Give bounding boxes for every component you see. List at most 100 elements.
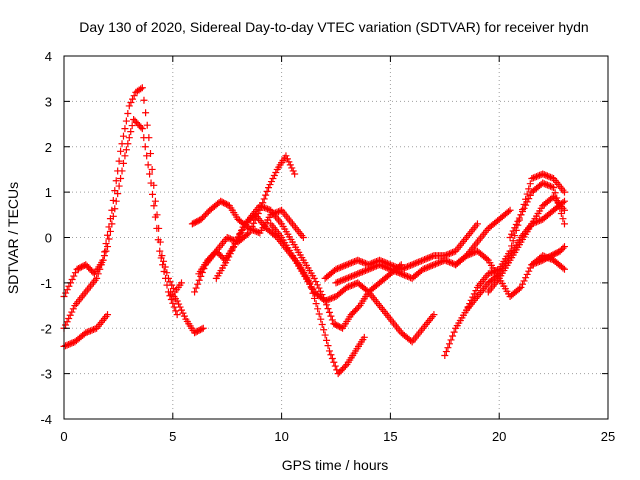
data-point [112, 197, 120, 205]
x-tick-label: 0 [60, 429, 67, 444]
data-point [346, 273, 354, 281]
data-point [525, 195, 533, 203]
data-point [226, 250, 234, 258]
data-point [270, 171, 278, 179]
data-point [528, 261, 536, 269]
data-point [523, 190, 531, 198]
data-point [533, 218, 541, 226]
data-point [318, 320, 326, 328]
data-point [151, 213, 159, 221]
data-point [397, 270, 405, 278]
data-points [60, 84, 568, 378]
data-point [386, 265, 394, 273]
data-point [194, 280, 202, 288]
data-point [444, 257, 452, 265]
data-point [199, 324, 207, 332]
data-point [410, 260, 418, 268]
data-point [467, 250, 475, 258]
data-point [343, 283, 351, 291]
data-point [325, 347, 333, 355]
data-point [449, 332, 457, 340]
data-point [405, 262, 413, 270]
data-point [355, 269, 363, 277]
data-point [464, 251, 472, 259]
data-point [463, 252, 471, 260]
data-point [112, 177, 120, 185]
data-point [402, 272, 410, 280]
data-point [402, 263, 410, 271]
data-point [332, 265, 340, 273]
data-point [320, 326, 328, 334]
data-point [343, 261, 351, 269]
data-point [175, 300, 183, 308]
axis-ticks [63, 55, 609, 420]
data-point [223, 234, 231, 241]
x-tick-labels: 0 5 10 15 20 25 [60, 429, 615, 444]
data-point [526, 180, 534, 188]
data-point [122, 146, 130, 154]
series-track-o [484, 193, 568, 296]
data-point [85, 327, 93, 335]
series-track-i [267, 220, 438, 346]
data-point [528, 175, 536, 183]
data-point [114, 190, 122, 198]
data-point [115, 182, 123, 190]
data-point [260, 195, 268, 203]
data-point [390, 267, 398, 275]
data-point [403, 272, 411, 280]
data-point [262, 204, 270, 212]
data-point [379, 262, 387, 270]
data-point [299, 234, 307, 241]
data-point [445, 340, 453, 348]
data-point [162, 274, 170, 282]
data-point [525, 185, 533, 193]
x-tick-label: 20 [492, 429, 506, 444]
data-point [344, 260, 352, 268]
data-point [198, 325, 206, 333]
y-tick-label: 3 [45, 94, 52, 109]
series-track-k [332, 206, 514, 287]
data-point [445, 250, 453, 258]
data-point [548, 183, 556, 191]
data-point [166, 278, 174, 286]
data-point [63, 286, 71, 294]
data-point [433, 259, 441, 267]
data-point [323, 336, 331, 344]
data-point [419, 256, 427, 264]
data-point [251, 227, 259, 235]
data-point [329, 294, 337, 302]
data-point [233, 237, 241, 245]
data-point [229, 243, 237, 251]
data-point [449, 248, 457, 256]
data-point [129, 95, 137, 103]
data-point [324, 342, 332, 350]
x-axis-label: GPS time / hours [282, 457, 389, 473]
data-point [69, 305, 77, 313]
data-point [231, 240, 239, 248]
data-point [444, 250, 452, 258]
data-point [124, 140, 132, 148]
data-point [63, 341, 71, 349]
data-point [366, 265, 374, 273]
data-point [358, 258, 366, 266]
data-point [317, 315, 325, 323]
data-point [534, 258, 542, 266]
data-point [62, 289, 70, 297]
data-point [403, 263, 411, 271]
data-point [326, 295, 334, 303]
data-point [117, 175, 125, 183]
data-point [282, 152, 290, 160]
y-tick-label: -4 [40, 412, 52, 427]
data-point [515, 214, 523, 222]
data-point [557, 210, 565, 218]
data-point [338, 276, 346, 284]
data-point [533, 259, 541, 267]
data-point [288, 164, 296, 172]
data-point [358, 268, 366, 276]
data-point [289, 167, 297, 175]
data-point [225, 234, 233, 242]
data-point [63, 318, 71, 326]
data-point [522, 274, 530, 282]
data-point [340, 276, 348, 284]
y-tick-label: -3 [40, 367, 52, 382]
